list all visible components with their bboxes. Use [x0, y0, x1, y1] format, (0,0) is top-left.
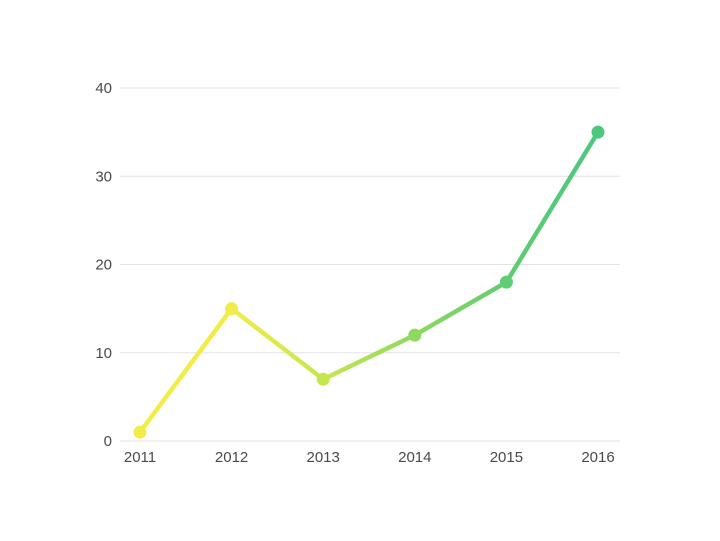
data-point: [408, 328, 422, 342]
data-point: [225, 302, 239, 316]
y-axis-tick-label: 10: [95, 345, 112, 362]
x-axis-tick-label: 2011: [124, 449, 156, 466]
data-point: [499, 275, 513, 289]
x-axis-tick-label: 2012: [215, 449, 248, 466]
y-axis-tick-label: 20: [95, 257, 112, 274]
data-point: [133, 425, 147, 439]
data-point: [591, 125, 605, 139]
x-axis-tick-label: 2016: [581, 449, 614, 466]
data-line: [137, 129, 601, 435]
x-axis-tick-label: 2015: [490, 449, 523, 466]
x-axis-tick-label: 2013: [307, 449, 340, 466]
data-point: [316, 372, 330, 386]
y-axis-tick-label: 0: [104, 433, 112, 450]
y-axis-tick-label: 40: [95, 80, 112, 97]
y-axis-tick-label: 30: [95, 168, 112, 185]
x-axis-tick-label: 2014: [398, 449, 431, 466]
